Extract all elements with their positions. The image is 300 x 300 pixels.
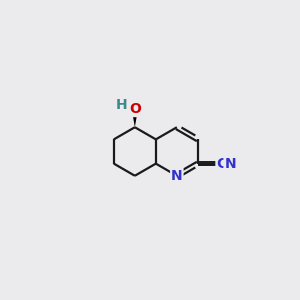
Text: N: N (224, 157, 236, 171)
Polygon shape (132, 110, 138, 127)
Text: O: O (129, 102, 141, 116)
Text: N: N (171, 169, 183, 183)
Text: C: C (216, 157, 226, 171)
Text: H: H (116, 98, 127, 112)
